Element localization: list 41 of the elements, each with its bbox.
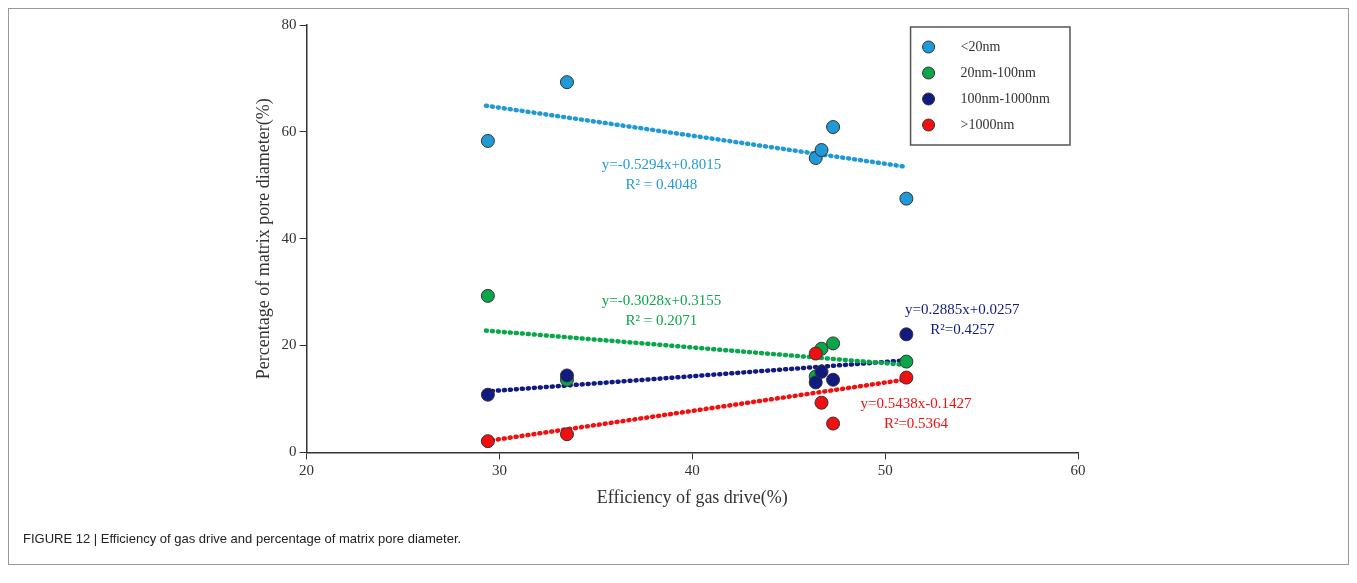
point [480, 434, 495, 449]
point [814, 364, 829, 379]
annotation: y=0.5438x-0.1427 R²=0.5364 [860, 394, 972, 431]
annotation: y=-0.3028x+0.3155 R² = 0.2071 [601, 292, 722, 329]
y-tick-label: 80 [281, 15, 297, 32]
legend-label: 20nm-100nm [960, 64, 1037, 80]
point [899, 370, 914, 385]
x-tick-label: 30 [491, 462, 507, 479]
point [808, 375, 823, 390]
point [899, 327, 914, 342]
x-tick-label: 20 [299, 462, 315, 479]
legend-label: >1000nm [960, 116, 1015, 132]
annotation: y=0.2885x+0.0257 R²=0.4257 [905, 300, 1020, 337]
point [559, 75, 574, 90]
point [814, 143, 829, 158]
y-tick-label: 40 [281, 229, 297, 246]
y-axis-title: Percentage of matrix pore diameter(%) [252, 98, 274, 380]
caption: FIGURE 12 | Efficiency of gas drive and percentage of matrix pore diameter. [22, 530, 463, 548]
point [826, 120, 841, 135]
y-tick-label: 60 [281, 122, 297, 139]
point [480, 288, 495, 303]
point [899, 354, 914, 369]
point [899, 191, 914, 206]
x-tick-label: 50 [877, 462, 893, 479]
legend-label: 100nm-1000nm [960, 90, 1051, 106]
x-tick-label: 40 [684, 462, 700, 479]
y-tick-label: 0 [289, 443, 297, 460]
point [814, 395, 829, 410]
point [826, 336, 841, 351]
point [480, 133, 495, 148]
legend-label: <20nm [960, 38, 1001, 54]
annotation: y=-0.5294x+0.8015 R² = 0.4048 [601, 155, 722, 192]
point [808, 346, 823, 361]
point [826, 372, 841, 387]
point [826, 416, 841, 431]
y-tick-label: 20 [281, 336, 297, 353]
x-tick-label: 60 [1070, 462, 1086, 479]
x-axis-title: Efficiency of gas drive(%) [596, 486, 788, 508]
point [559, 368, 574, 383]
point [480, 387, 495, 402]
point [559, 427, 574, 442]
